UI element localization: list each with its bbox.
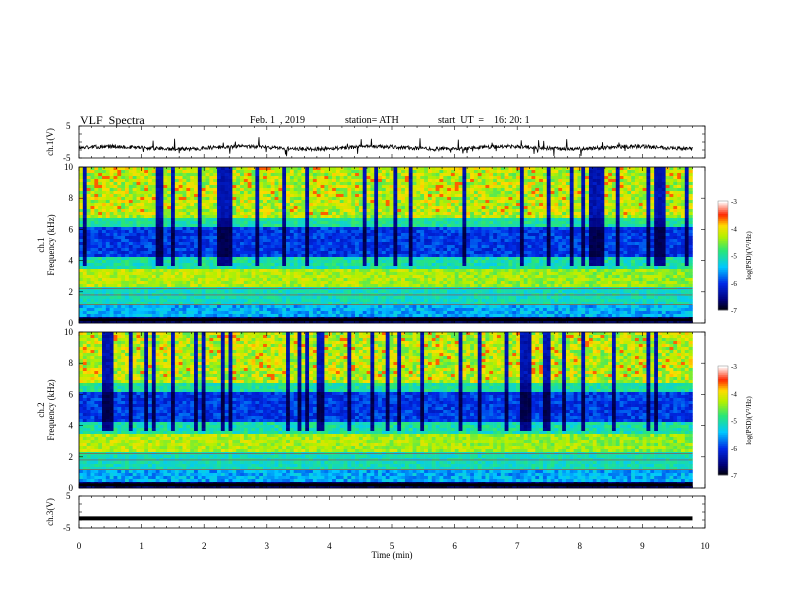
ch2-colorbar xyxy=(717,365,729,476)
channel-label: ch.1 xyxy=(36,237,46,252)
colorbar-tick-label: -7 xyxy=(731,307,737,315)
y-tick-label: 10 xyxy=(64,327,74,337)
ch1-voltage-trace xyxy=(78,137,693,157)
colorbar-tick-label: -5 xyxy=(731,253,737,261)
channel-label: ch.2 xyxy=(36,402,46,417)
x-tick-label: 7 xyxy=(515,541,520,551)
x-tick-label: 6 xyxy=(452,541,457,551)
colorbar-tick-label: -6 xyxy=(731,445,737,453)
y-tick-label: -5 xyxy=(63,153,71,163)
y-tick-label: 8 xyxy=(69,193,74,203)
x-tick-label: 10 xyxy=(701,541,711,551)
y-tick-label: 4 xyxy=(69,421,74,431)
panel-frame-ch3 xyxy=(78,495,706,529)
colorbar-tick-label: -4 xyxy=(731,390,737,398)
y-tick-label: 0 xyxy=(69,318,74,328)
y-tick-label: 0 xyxy=(69,483,74,493)
x-tick-label: 4 xyxy=(327,541,332,551)
y-tick-label: 2 xyxy=(69,452,74,462)
y-tick-label: 6 xyxy=(69,389,74,399)
colorbar-tick-label: -5 xyxy=(731,418,737,426)
x-tick-label: 9 xyxy=(640,541,645,551)
x-tick-label: 0 xyxy=(77,541,82,551)
y-tick-label: 5 xyxy=(66,121,71,131)
colorbar-tick-label: -3 xyxy=(731,363,737,371)
x-tick-label: 5 xyxy=(390,541,395,551)
x-tick-label: 3 xyxy=(265,541,270,551)
station-label: station= ATH xyxy=(345,115,399,126)
chart-title: VLF Spectra xyxy=(80,113,145,127)
y-tick-label: 4 xyxy=(69,256,74,266)
x-tick-label: 2 xyxy=(202,541,207,551)
y-axis-label: Frequency (kHz) xyxy=(46,379,56,440)
y-axis-label: ch.1(V) xyxy=(45,128,55,156)
colorbar-label: log(PSD)(V²/Hz) xyxy=(745,396,753,445)
y-axis-label: Frequency (kHz) xyxy=(46,214,56,275)
colorbar-tick-label: -3 xyxy=(731,198,737,206)
x-axis-label: Time (min) xyxy=(372,550,413,560)
y-tick-label: -5 xyxy=(63,523,71,533)
ch2-spectrogram xyxy=(79,332,693,489)
y-tick-label: 6 xyxy=(69,224,74,234)
y-tick-label: 10 xyxy=(64,162,74,172)
x-tick-label: 8 xyxy=(578,541,583,551)
ch1-spectrogram xyxy=(79,167,693,324)
start-ut-label: start UT = 16: 20: 1 xyxy=(438,115,530,126)
y-tick-label: 5 xyxy=(66,491,71,501)
date-label: Feb. 1 , 2019 xyxy=(250,115,305,126)
y-tick-label: 8 xyxy=(69,358,74,368)
colorbar-label: log(PSD)(V²/Hz) xyxy=(745,231,753,280)
colorbar-tick-label: -7 xyxy=(731,472,737,480)
colorbar-tick-label: -6 xyxy=(731,280,737,288)
ch1-colorbar xyxy=(717,200,729,311)
colorbar-tick-label: -4 xyxy=(731,225,737,233)
panel-frame-ch1 xyxy=(78,125,706,159)
y-tick-label: 2 xyxy=(69,287,74,297)
y-axis-label: ch.3(V) xyxy=(45,498,55,526)
x-tick-label: 1 xyxy=(139,541,144,551)
